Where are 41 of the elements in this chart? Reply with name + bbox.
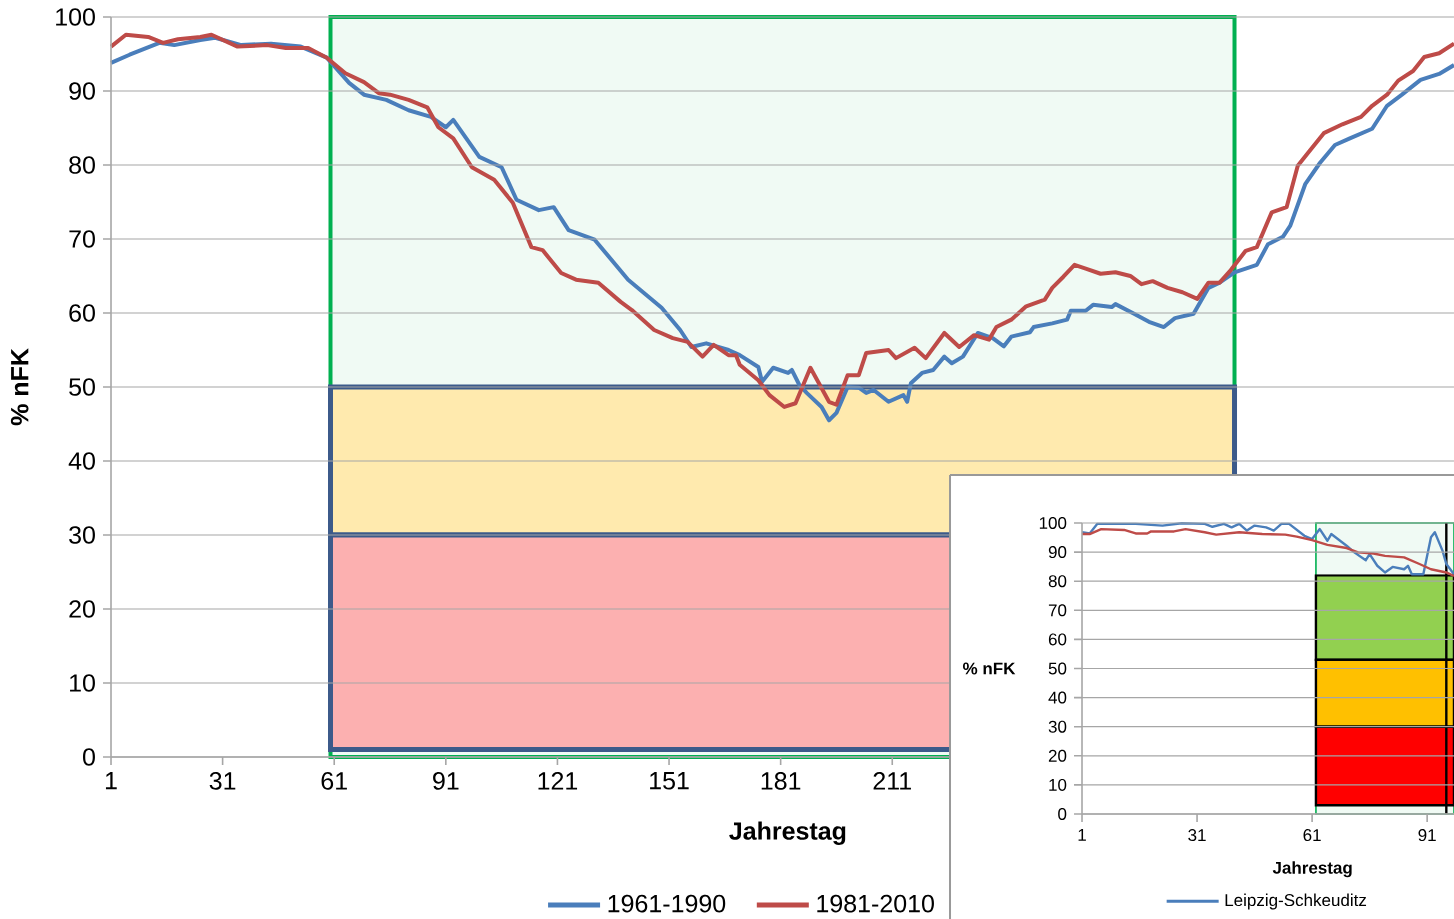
y-tick-label: 20	[69, 600, 95, 618]
x-tick-label: 31	[209, 772, 236, 790]
y-tick-label: 60	[69, 304, 95, 322]
y-tick-label: 10	[1049, 778, 1067, 791]
x-tick-label: 151	[650, 772, 689, 790]
y-tick-label: 50	[69, 378, 95, 396]
x-tick-label: 31	[1188, 829, 1206, 842]
y-tick-label: 20	[1048, 749, 1067, 762]
y-tick-label: 40	[1048, 691, 1067, 704]
y-axis-title: % nFK	[962, 662, 1016, 675]
y-axis-title: % nFK	[10, 348, 29, 426]
y-tick-label: 0	[83, 748, 95, 766]
x-tick-label: 91	[433, 772, 459, 790]
y-tick-label: 40	[68, 452, 95, 470]
y-tick-label: 100	[1039, 516, 1067, 529]
y-tick-label: 80	[1048, 575, 1067, 588]
x-tick-label: 91	[1418, 829, 1436, 842]
legend-label: 1961-1990	[608, 894, 726, 913]
y-tick-label: 50	[1048, 662, 1067, 675]
x-tick-label: 121	[538, 772, 578, 790]
y-tick-label: 30	[1048, 720, 1067, 733]
y-tick-label: 100	[56, 8, 95, 26]
y-tick-label: 30	[69, 526, 95, 544]
x-tick-label: 61	[321, 772, 347, 790]
x-axis-title: Jahrestag	[729, 821, 846, 845]
y-tick-label: 90	[69, 82, 95, 100]
x-tick-label: 181	[761, 772, 801, 790]
y-tick-label: 60	[1048, 633, 1067, 646]
y-tick-label: 0	[1058, 807, 1067, 820]
y-tick-label: 70	[69, 230, 95, 248]
legend-label: 1981-2010	[817, 894, 934, 913]
x-tick-label: 211	[873, 772, 911, 790]
y-tick-label: 90	[1048, 546, 1067, 559]
x-tick-label: 1	[1078, 829, 1086, 841]
y-tick-label: 70	[1048, 604, 1067, 617]
y-tick-label: 10	[70, 674, 95, 692]
x-axis-title: Jahrestag	[1272, 861, 1352, 878]
x-tick-label: 1	[105, 772, 117, 790]
legend-label: Leipzig-Schkeuditz	[1225, 893, 1367, 910]
y-tick-label: 80	[69, 156, 95, 174]
x-tick-label: 61	[1303, 829, 1321, 842]
